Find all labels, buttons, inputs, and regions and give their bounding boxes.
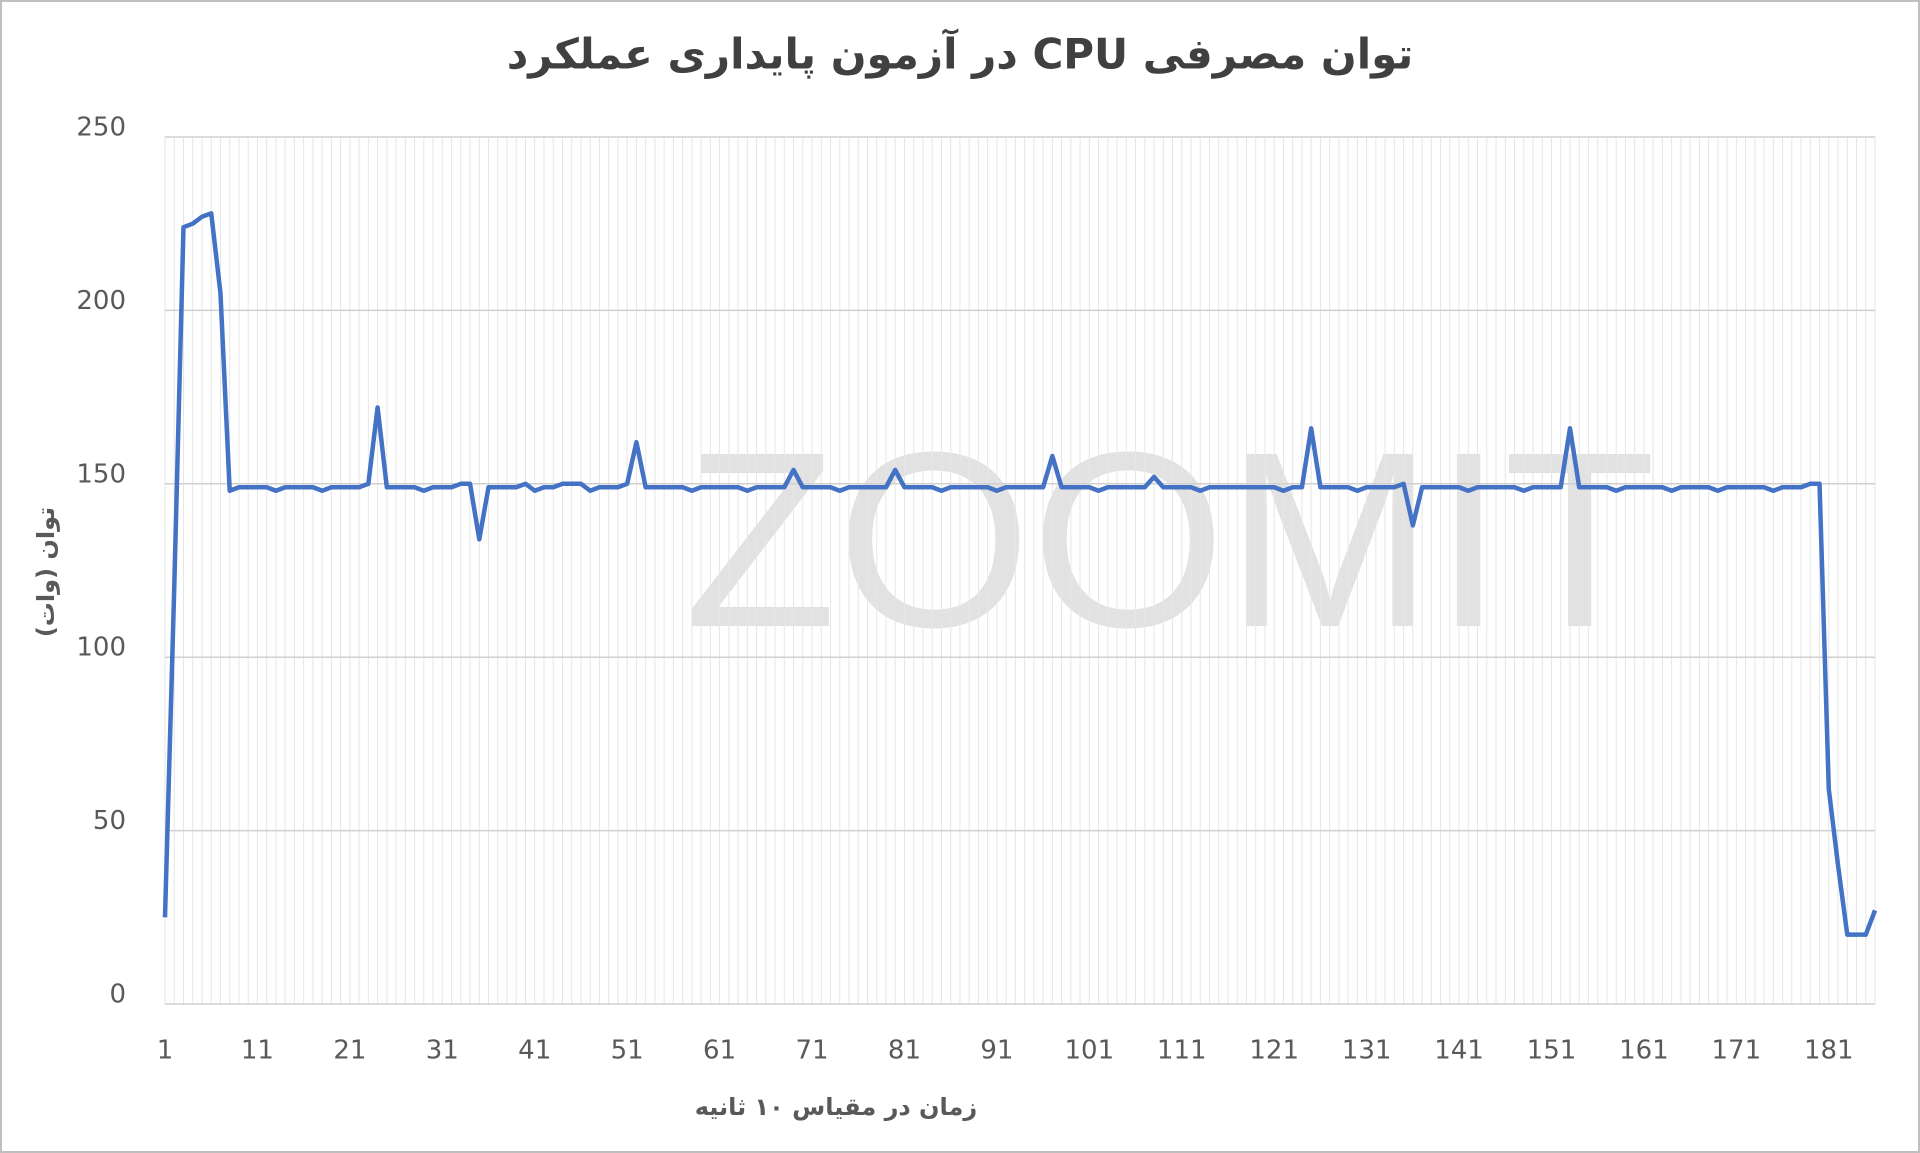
x-tick-label: 131 (1342, 1036, 1392, 1066)
x-tick-label: 51 (611, 1036, 644, 1066)
x-tick-label: 21 (333, 1036, 366, 1066)
y-tick-label: 150 (76, 459, 126, 489)
x-tick-label: 161 (1619, 1036, 1669, 1066)
x-tick-label: 71 (795, 1036, 828, 1066)
y-tick-label: 200 (76, 286, 126, 316)
y-tick-label: 250 (76, 113, 126, 143)
x-tick-label: 181 (1804, 1036, 1854, 1066)
x-tick-label: 91 (980, 1036, 1013, 1066)
x-tick-label: 11 (241, 1036, 274, 1066)
x-tick-label: 151 (1527, 1036, 1577, 1066)
y-axis-label: توان (وات) (32, 507, 60, 637)
x-tick-label: 171 (1712, 1036, 1762, 1066)
x-tick-label: 1 (157, 1036, 174, 1066)
y-tick-label: 100 (76, 633, 126, 663)
x-tick-label: 41 (518, 1036, 551, 1066)
chart-title: توان مصرفی CPU در آزمون پایداری عملکرد (507, 29, 1414, 80)
x-tick-label: 61 (703, 1036, 736, 1066)
x-axis-label: زمان در مقیاس ۱۰ ثانیه (695, 1093, 977, 1121)
x-tick-label: 111 (1157, 1036, 1207, 1066)
y-tick-label: 50 (93, 806, 126, 836)
data-line (162, 211, 1878, 937)
x-tick-label: 81 (888, 1036, 921, 1066)
y-tick-label: 0 (109, 980, 126, 1010)
x-tick-label: 121 (1249, 1036, 1299, 1066)
watermark: ZOOMIT (684, 400, 1656, 679)
x-tick-label: 141 (1434, 1036, 1484, 1066)
x-tick-label: 101 (1065, 1036, 1115, 1066)
x-tick-label: 31 (426, 1036, 459, 1066)
